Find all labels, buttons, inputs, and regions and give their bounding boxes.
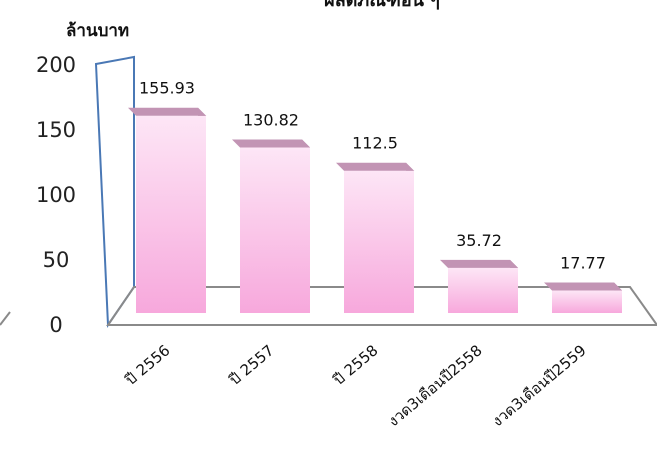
bar — [336, 162, 414, 313]
bar — [128, 107, 206, 313]
category-labels: ปี 2556 ปี 2557 ปี 2558 งวด3เดือนปี2558 … — [121, 341, 589, 430]
y-axis-unit-label: ล้านบาท — [66, 21, 129, 41]
y-tick-label: 200 — [36, 53, 76, 77]
bar — [232, 139, 310, 313]
bar-top — [336, 162, 414, 171]
bar-top — [232, 139, 310, 148]
y-axis-ticks: 0 50 100 150 200 — [36, 53, 76, 337]
bar-top — [128, 107, 206, 116]
category-label: ปี 2557 — [225, 341, 277, 389]
data-label: 35.72 — [456, 231, 502, 250]
bar-front — [552, 290, 622, 313]
y-tick-label: 150 — [36, 118, 76, 142]
bar-top — [544, 282, 622, 291]
data-labels: 155.93 130.82 112.5 35.72 17.77 — [139, 79, 606, 273]
data-label: 130.82 — [243, 111, 299, 130]
category-label: ปี 2556 — [121, 341, 173, 389]
y-tick-label: 0 — [49, 313, 62, 337]
data-label: 17.77 — [560, 254, 606, 273]
bar — [544, 282, 622, 313]
category-label: งวด3เดือนปี2558 — [384, 341, 485, 430]
data-label: 112.5 — [352, 134, 398, 153]
chart-title: ผลิตภัณฑ์อื่น ๆ — [324, 0, 440, 11]
category-label: ปี 2558 — [329, 341, 381, 389]
data-label: 155.93 — [139, 79, 195, 98]
floor-edge-left — [0, 311, 11, 326]
back-wall — [94, 55, 135, 329]
bar-front — [240, 147, 310, 313]
bar — [440, 259, 518, 313]
floor-plane — [106, 286, 657, 326]
y-tick-label: 100 — [36, 183, 76, 207]
category-label: งวด3เดือนปี2559 — [488, 341, 589, 430]
bar-front — [344, 170, 414, 313]
bars-group — [128, 107, 622, 313]
bar-front — [136, 115, 206, 313]
bar-front — [448, 267, 518, 313]
y-tick-label: 50 — [43, 248, 70, 272]
bar-top — [440, 259, 518, 268]
